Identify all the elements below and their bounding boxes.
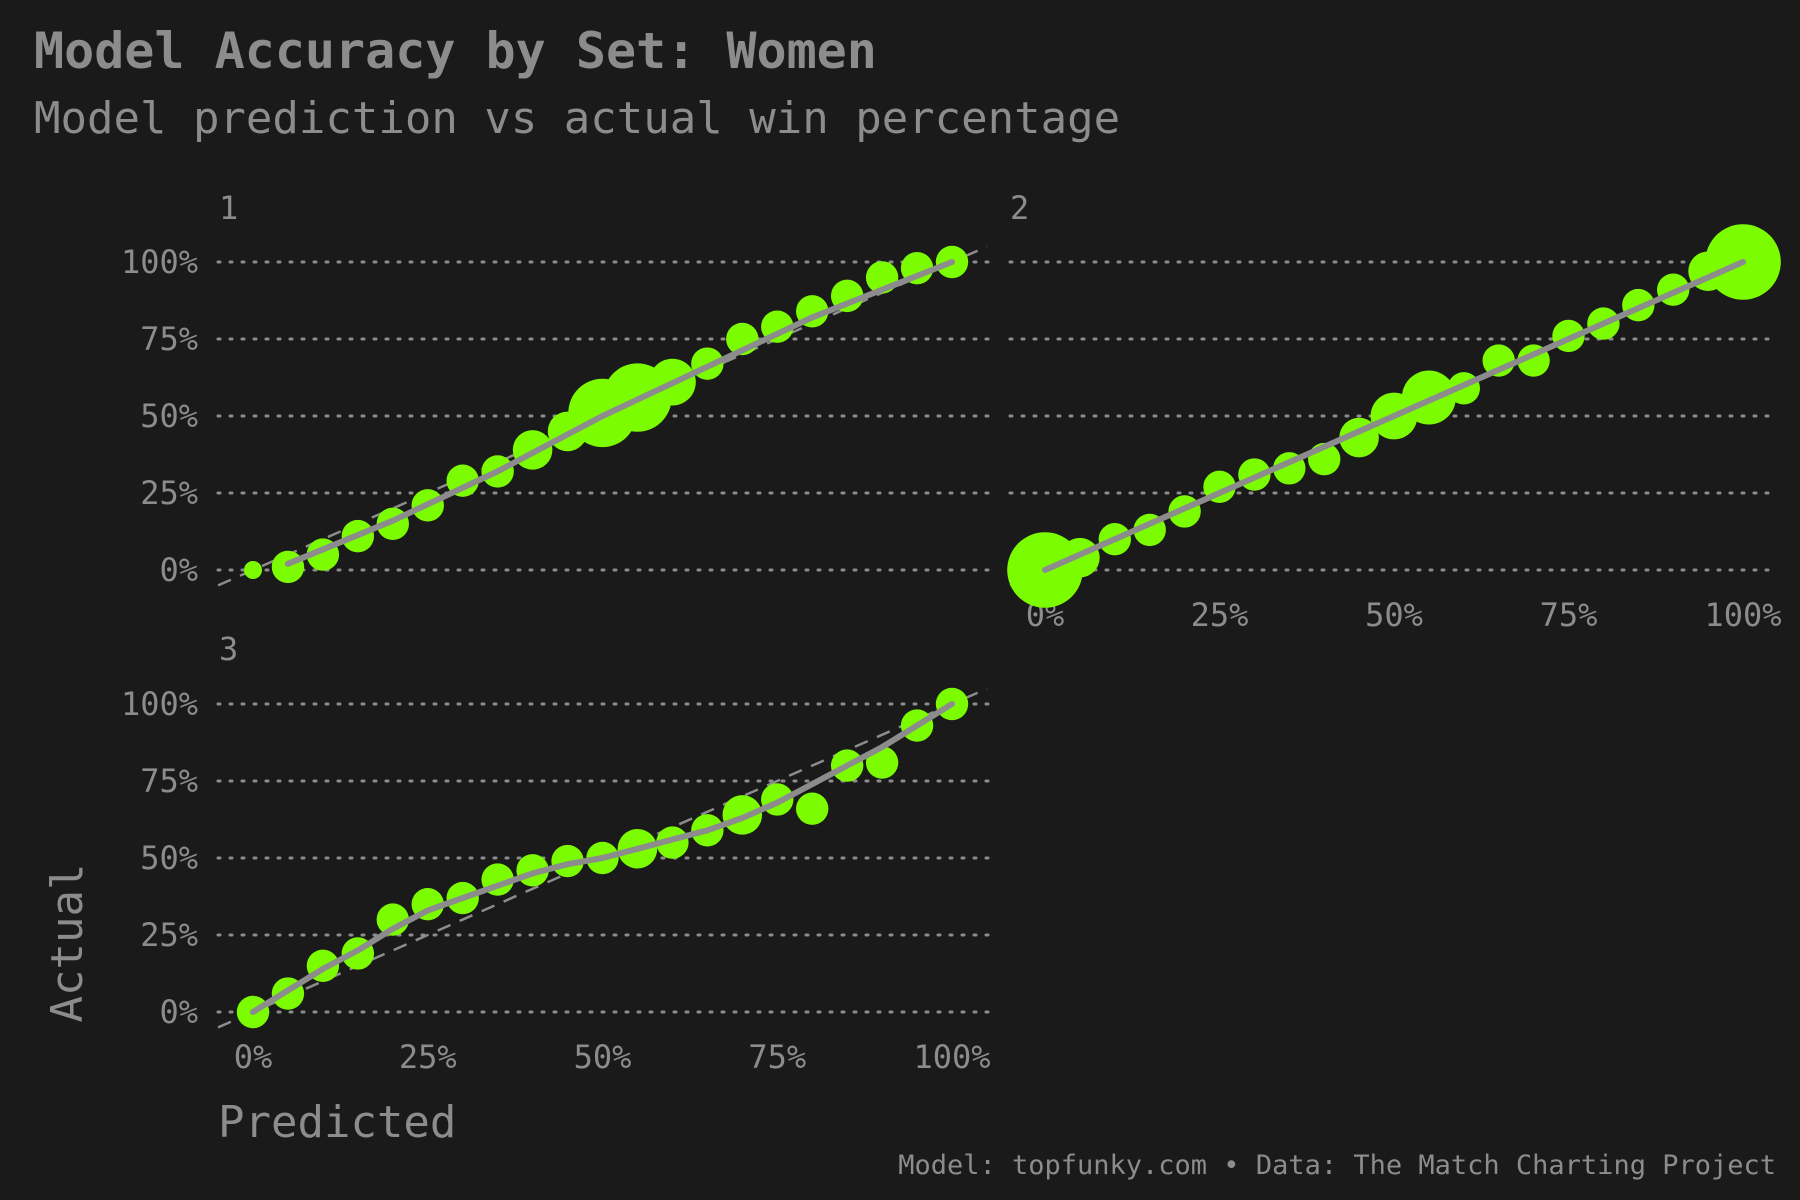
y-tick-label: 0% <box>159 551 198 589</box>
x-tick-label: 50% <box>574 1038 632 1076</box>
y-tick-label: 75% <box>140 762 198 800</box>
y-tick-label: 100% <box>121 685 198 723</box>
y-tick-label: 25% <box>140 474 198 512</box>
x-tick-label: 25% <box>399 1038 457 1076</box>
facet-panels: 1 0% 25% 50% 75% 100% 2 0% 25% 50% 75% 100% 3 0% 25% 50… <box>121 189 1782 1076</box>
data-point <box>796 792 829 825</box>
x-axis-title: Predicted <box>218 1097 456 1148</box>
panel-1: 1 0% 25% 50% 75% 100% <box>121 189 990 589</box>
x-tick-label: 50% <box>1365 596 1423 634</box>
chart-title: Model Accuracy by Set: Women <box>34 22 877 80</box>
fit-line <box>1042 259 1746 573</box>
data-point <box>271 550 305 584</box>
y-tick-label: 50% <box>140 397 198 435</box>
fit-line <box>250 701 955 1015</box>
x-tick-label: 25% <box>1191 596 1249 634</box>
chart-caption: Model: topfunky.com • Data: The Match Ch… <box>898 1150 1776 1181</box>
y-tick-label: 25% <box>140 916 198 954</box>
y-tick-label: 50% <box>140 839 198 877</box>
x-tick-label: 75% <box>1540 596 1598 634</box>
panel-3: 3 0% 25% 50% 75% 100% 0% 25% 50% 75% 100% <box>121 630 991 1076</box>
y-tick-label: 100% <box>121 243 198 281</box>
x-tick-label: 75% <box>748 1038 806 1076</box>
panel-2: 20% 25% 50% 75% 100% <box>1007 189 1782 634</box>
facet-label: 2 <box>1010 189 1029 227</box>
facet-label: 1 <box>219 189 238 227</box>
x-tick-label: 0% <box>234 1038 273 1076</box>
x-tick-label: 100% <box>1704 596 1781 634</box>
y-axis-title: Actual <box>42 864 93 1023</box>
data-point <box>244 561 262 579</box>
y-tick-label: 75% <box>140 320 198 358</box>
fit-line <box>284 259 955 567</box>
y-tick-label: 0% <box>159 993 198 1031</box>
facet-label: 3 <box>219 630 238 668</box>
chart-subtitle: Model prediction vs actual win percentag… <box>34 93 1120 144</box>
x-tick-label: 100% <box>913 1038 990 1076</box>
